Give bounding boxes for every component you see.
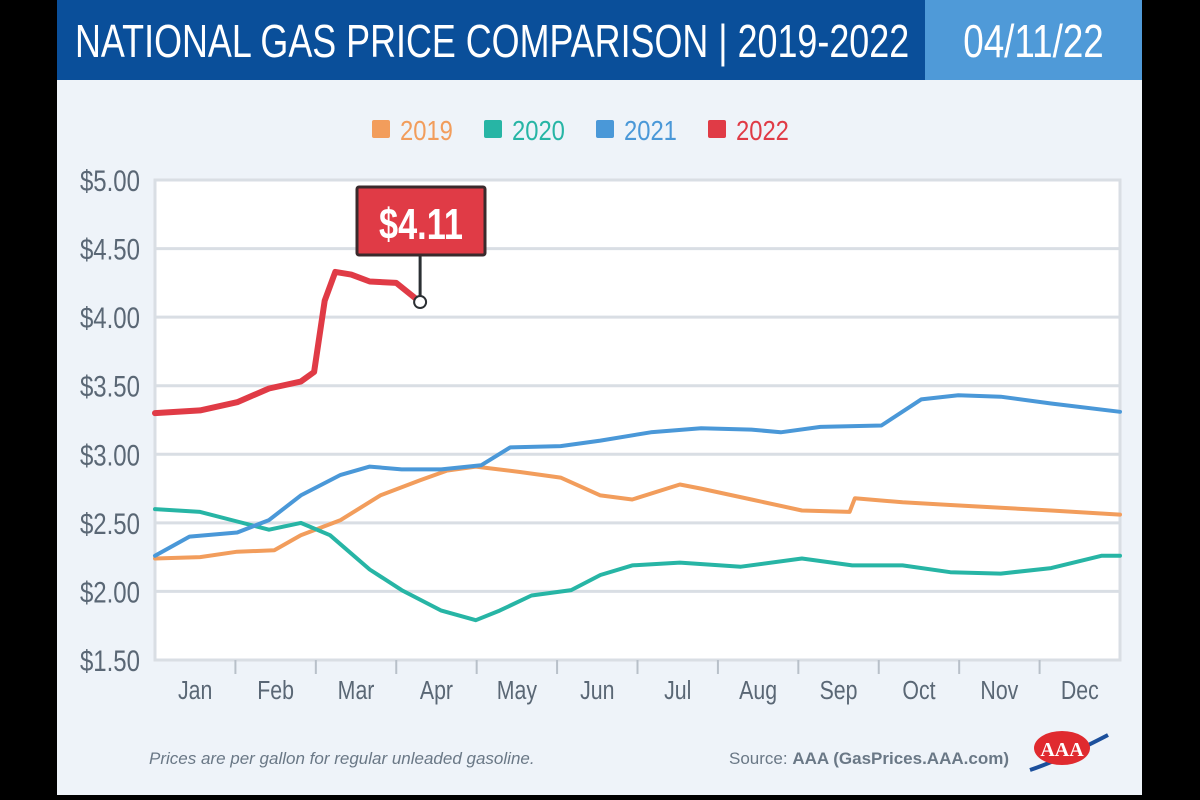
y-tick-label: $5.00	[80, 163, 140, 197]
callout-point	[413, 295, 428, 310]
y-tick-label: $4.50	[80, 232, 140, 266]
x-tick-label: Aug	[739, 676, 777, 706]
legend-label-2021: 2021	[624, 114, 677, 146]
plot-area	[153, 178, 1122, 662]
y-tick-label: $3.00	[80, 438, 140, 472]
legend-swatch-2022	[708, 120, 726, 138]
series-line-2021	[153, 393, 1122, 558]
x-tick-label: Apr	[420, 676, 453, 706]
header-bar: NATIONAL GAS PRICE COMPARISON | 2019-202…	[57, 0, 925, 80]
x-tick-label: Sep	[820, 676, 858, 706]
x-tick-label: Jun	[580, 676, 614, 706]
x-tick-label: Feb	[257, 676, 294, 706]
x-tick-label: May	[497, 676, 537, 706]
logo-oval	[1034, 731, 1090, 765]
legend-label-2022: 2022	[736, 114, 789, 146]
series-line-2022	[152, 268, 424, 417]
x-tick-label: Mar	[338, 676, 375, 706]
callout-label: $4.11	[379, 200, 463, 249]
date-box: 04/11/22	[925, 0, 1142, 80]
callout-box	[355, 185, 487, 257]
series-line-2019	[153, 464, 1122, 561]
legend-label-2020: 2020	[512, 114, 565, 146]
x-tick-label: Jul	[664, 676, 691, 706]
legend-swatch-2021	[596, 120, 614, 138]
source-value: AAA (GasPrices.AAA.com)	[792, 749, 1009, 768]
date-label: 04/11/22	[963, 15, 1104, 67]
footnote: Prices are per gallon for regular unlead…	[149, 749, 535, 768]
y-tick-label: $2.50	[80, 506, 140, 540]
source-label: Source:	[729, 749, 788, 768]
y-tick-label: $1.50	[80, 643, 140, 677]
aaa-logo: AAA	[1029, 731, 1109, 772]
page-title: NATIONAL GAS PRICE COMPARISON | 2019-202…	[75, 15, 910, 67]
legend-swatch-2019	[372, 120, 390, 138]
source-line: Source: AAA (GasPrices.AAA.com)	[729, 749, 1009, 769]
y-tick-label: $3.50	[80, 369, 140, 403]
y-tick-label: $4.00	[80, 301, 140, 335]
legend-swatch-2020	[484, 120, 502, 138]
y-tick-label: $2.00	[80, 575, 140, 609]
logo-text: AAA	[1040, 739, 1084, 761]
x-tick-label: Dec	[1061, 676, 1099, 706]
x-tick-label: Jan	[178, 676, 212, 706]
x-tick-label: Nov	[980, 676, 1018, 706]
series-line-2020	[153, 507, 1122, 623]
legend-label-2019: 2019	[400, 114, 453, 146]
x-tick-label: Oct	[902, 676, 936, 706]
